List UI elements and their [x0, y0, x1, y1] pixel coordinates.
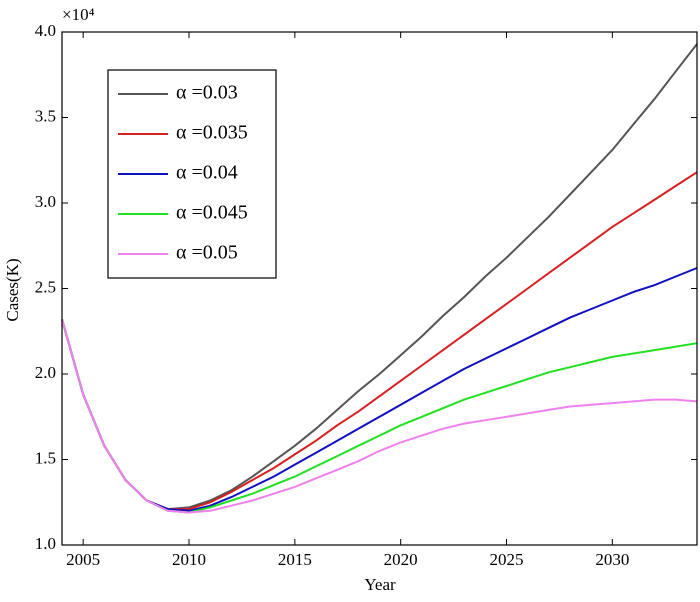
y-tick-label: 1.0	[35, 534, 56, 553]
y-tick-label: 3.5	[35, 106, 56, 125]
y-tick-label: 4.0	[35, 21, 56, 40]
y-tick-label: 3.0	[35, 192, 56, 211]
legend-label: α =0.04	[176, 162, 238, 184]
legend-label: α =0.03	[176, 82, 238, 104]
x-tick-label: 2020	[384, 550, 418, 569]
x-tick-label: 2015	[278, 550, 312, 569]
legend-label: α =0.05	[176, 242, 238, 264]
series-line	[61, 267, 698, 512]
y-axis-label: Cases(K)	[3, 258, 22, 321]
plot-frame	[61, 31, 698, 546]
y-multiplier: ×10⁴	[62, 5, 95, 24]
legend: α =0.03 α =0.035 α =0.04 α =0.045 α =0.05	[107, 69, 277, 279]
x-tick-label: 2030	[595, 550, 629, 569]
legend-label: α =0.045	[176, 202, 248, 224]
y-tick-label: 2.0	[35, 363, 56, 382]
x-tick-label: 2025	[490, 550, 524, 569]
legend-label: α =0.035	[176, 122, 248, 144]
y-tick-label: 1.5	[35, 448, 56, 467]
y-tick-label: 2.5	[35, 277, 56, 296]
series-line	[61, 319, 698, 514]
x-tick-label: 2005	[66, 550, 100, 569]
x-tick-label: 2010	[172, 550, 206, 569]
x-axis-label: Year	[364, 575, 396, 594]
